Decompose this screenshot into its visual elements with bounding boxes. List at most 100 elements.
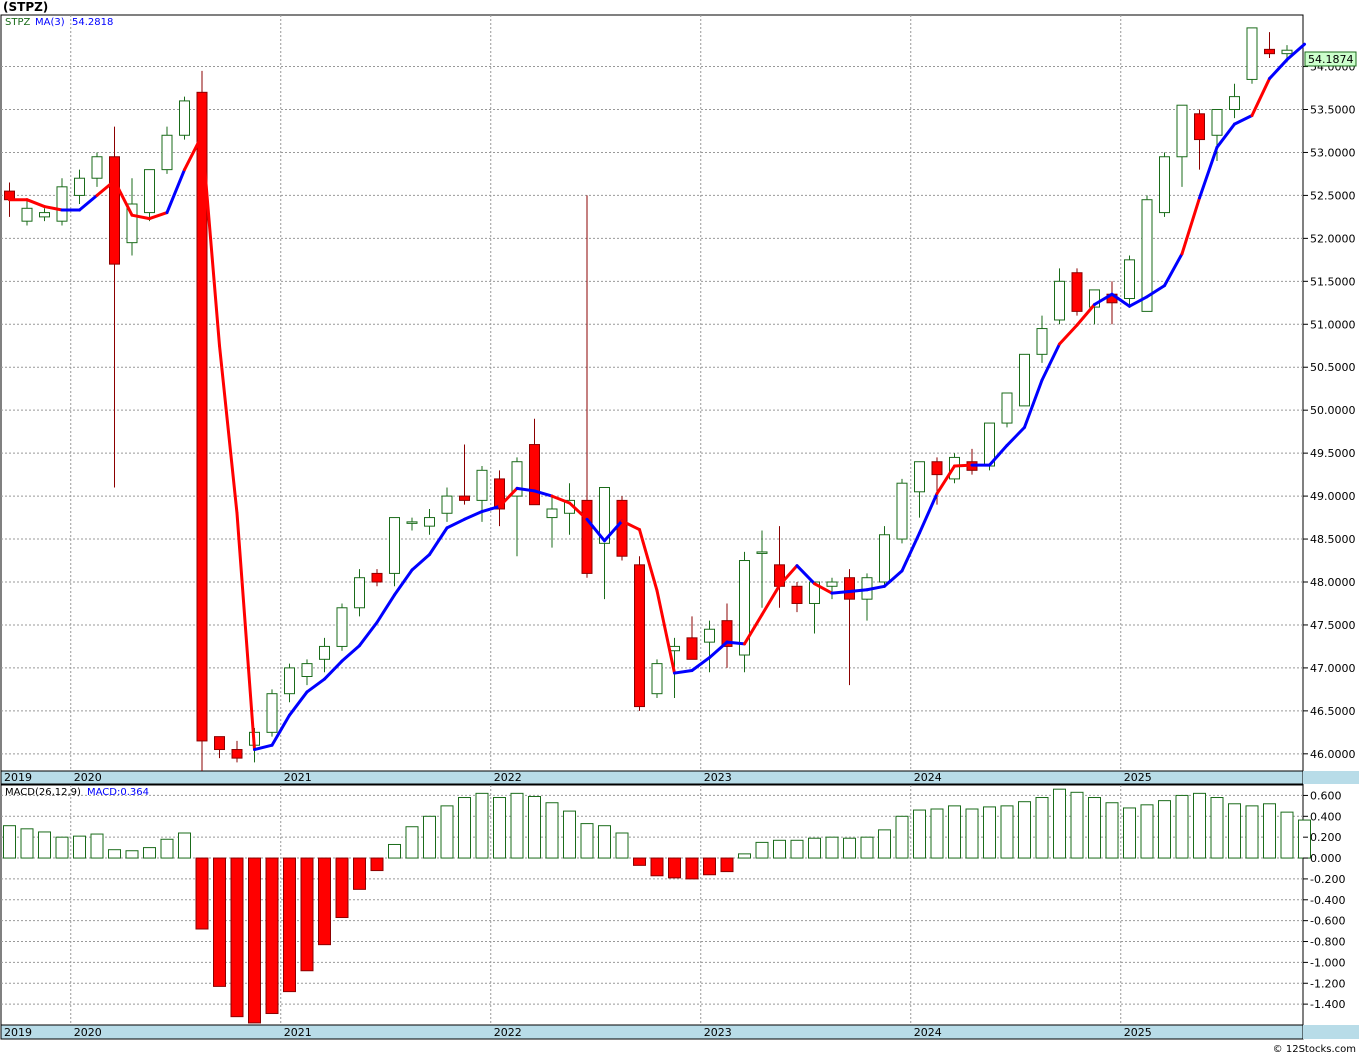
price-tick-label: 50.5000	[1310, 361, 1356, 374]
price-tick-label: 46.0000	[1310, 748, 1356, 761]
candle	[581, 195, 593, 578]
ma-segment	[270, 713, 291, 747]
candle-body	[896, 482, 908, 540]
candle-body	[1124, 259, 1135, 300]
price-tick-label: 46.5000	[1310, 705, 1356, 718]
ma-segment	[113, 179, 134, 217]
candle-body	[441, 495, 453, 514]
candle-body	[336, 607, 348, 647]
candle-body	[1229, 96, 1240, 111]
macd-bar	[388, 843, 401, 859]
ma-segment	[568, 501, 589, 521]
ticker-legend: STPZ	[5, 17, 30, 28]
candle-body	[284, 667, 295, 695]
candle	[161, 126, 173, 174]
candle	[91, 152, 103, 187]
ma-segment	[725, 640, 746, 646]
candle-body	[1281, 49, 1293, 55]
ma-segment	[935, 464, 956, 496]
ma-segment	[900, 531, 921, 573]
ma-segment	[655, 589, 676, 675]
price-year-label: 2020	[74, 771, 102, 784]
macd-bar	[563, 810, 576, 859]
ma-segment	[340, 644, 361, 663]
macd-bar	[20, 828, 34, 859]
candle-body	[389, 517, 400, 574]
ma-segment	[603, 519, 624, 543]
candle	[459, 444, 470, 505]
candle-body	[616, 499, 628, 557]
macd-year-label: 2021	[284, 1026, 312, 1039]
candle-body	[459, 495, 470, 501]
macd-bar	[370, 857, 384, 872]
macd-bar	[1105, 802, 1119, 859]
candle	[354, 569, 365, 617]
candle	[616, 496, 628, 561]
candle-body	[581, 499, 593, 574]
candle	[914, 461, 925, 518]
macd-bar	[1000, 805, 1014, 859]
candle	[406, 517, 418, 531]
candle-body	[651, 663, 663, 695]
candle	[879, 526, 890, 587]
ma-segment	[323, 659, 344, 681]
ma-segment	[760, 583, 781, 617]
macd-bar	[1175, 794, 1189, 859]
macd-bar	[790, 839, 804, 859]
ma-segment	[375, 593, 396, 624]
macd-year-band	[0, 1024, 1304, 1040]
macd-bar	[685, 857, 699, 880]
candle-body	[511, 461, 523, 497]
candle	[1019, 353, 1030, 407]
axis-labels: 46.0000 46.5000 47.0000 47.5000 48.0000 48.50…	[4, 61, 1356, 1039]
ma-segment	[1215, 122, 1236, 149]
price-tick-label: 48.0000	[1310, 576, 1356, 589]
ma-segment	[428, 526, 449, 557]
macd-bar	[55, 836, 69, 859]
candle-body	[494, 478, 505, 510]
ma-segment	[183, 133, 204, 172]
candle	[196, 70, 208, 771]
candle-body	[144, 169, 155, 214]
macd-bar	[1193, 792, 1206, 859]
candle	[56, 178, 68, 226]
ma-segment	[498, 486, 519, 508]
price-tick-label: 52.0000	[1310, 232, 1356, 245]
price-year-label: 2023	[704, 771, 732, 784]
macd-bar	[983, 806, 996, 859]
candle	[1229, 83, 1240, 119]
candle-body	[1211, 109, 1223, 136]
macd-year-label: 2024	[914, 1026, 942, 1039]
macd-tick-label: 0.600	[1310, 789, 1342, 802]
candle	[634, 556, 645, 711]
price-tick-label: 47.5000	[1310, 619, 1356, 632]
ma-segment	[480, 504, 501, 514]
macd-bar	[458, 797, 471, 859]
ma-segment	[865, 584, 886, 592]
candle	[389, 517, 400, 587]
ma-segment	[585, 517, 606, 543]
macd-bar	[90, 833, 104, 859]
macd-bar	[1018, 801, 1031, 859]
candle-body	[739, 560, 750, 656]
ma-segment	[288, 690, 309, 717]
candle	[1264, 32, 1275, 58]
candle	[179, 96, 190, 140]
macd-bar	[1123, 807, 1136, 859]
ma-segment	[78, 193, 99, 212]
candle-body	[56, 186, 68, 222]
ma-segment	[1040, 342, 1061, 382]
macd-bar	[878, 829, 891, 859]
candle	[896, 478, 908, 544]
candle-body	[406, 521, 418, 524]
candle-body	[1071, 272, 1083, 312]
price-tick-label: 49.0000	[1310, 490, 1356, 503]
candlesticks	[4, 27, 1293, 771]
candle-body	[1054, 280, 1065, 321]
candle-body	[686, 637, 698, 660]
candle-body	[704, 628, 715, 643]
candle	[599, 487, 610, 600]
macd-bar	[965, 808, 979, 859]
candle-body	[1246, 27, 1258, 80]
macd-bar	[38, 831, 51, 859]
